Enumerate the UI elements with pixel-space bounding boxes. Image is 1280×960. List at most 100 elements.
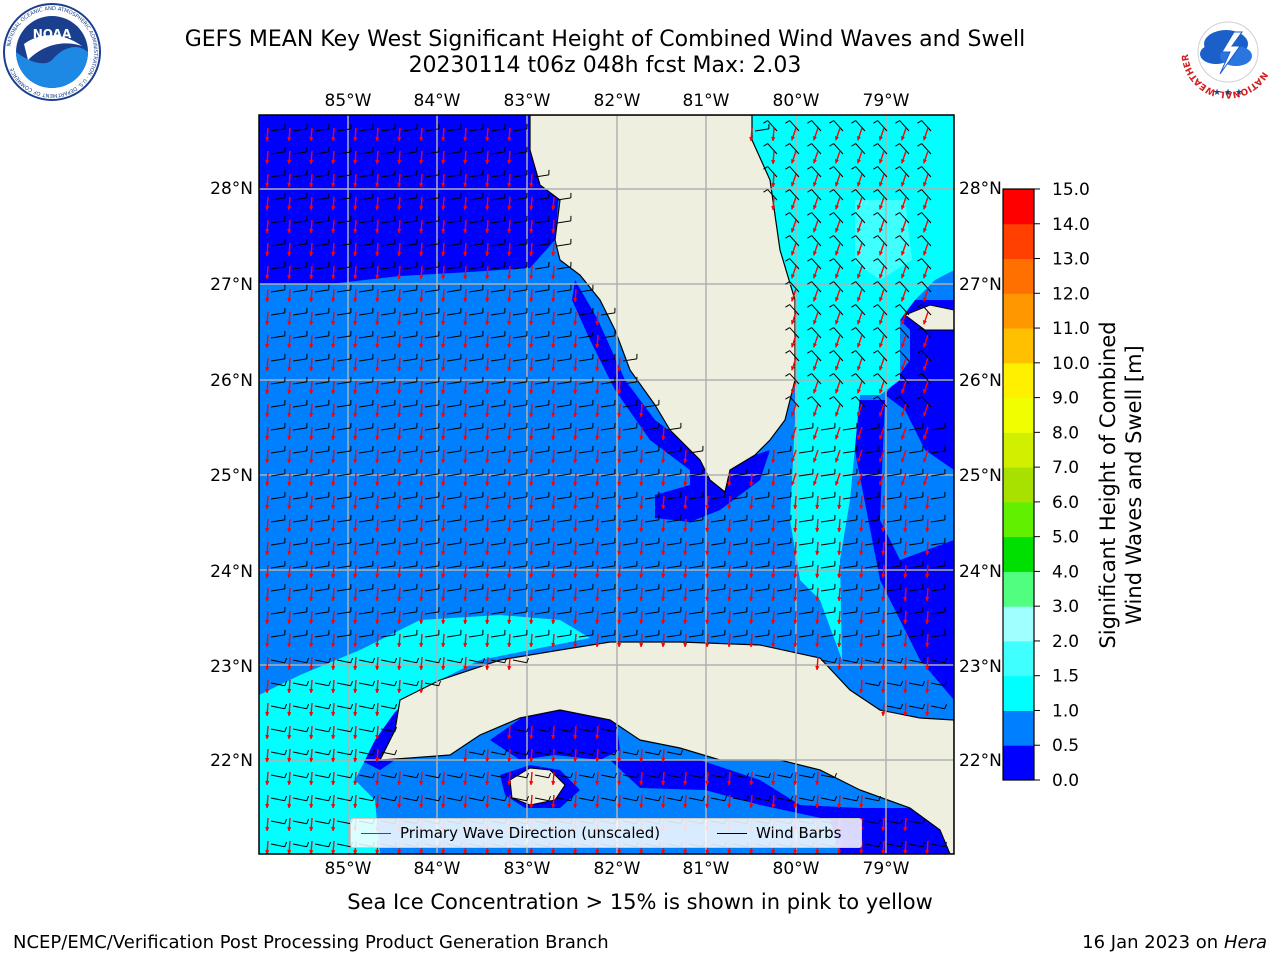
wave-arrow-head: [813, 227, 818, 233]
wind-barb: [314, 751, 329, 756]
wind-barb: [710, 588, 725, 592]
wave-arrow-head: [331, 458, 336, 464]
wave-arrow-head: [573, 412, 578, 418]
wind-barb: [754, 634, 769, 638]
wind-barb-feather: [873, 396, 878, 400]
wind-barb-feather: [917, 304, 922, 308]
wind-barb: [556, 381, 571, 385]
wind-barb-feather: [570, 795, 573, 801]
wind-barb: [877, 212, 888, 224]
wave-arrow-head: [287, 642, 292, 648]
wave-arrow-head: [419, 573, 424, 579]
wave-arrow-head: [771, 481, 776, 487]
wind-barb: [798, 634, 813, 638]
wave-arrow-head: [727, 504, 732, 510]
wave-arrow-head: [507, 389, 512, 395]
wave-arrow-head: [441, 504, 446, 510]
wind-barb: [666, 751, 681, 756]
wind-barb-feather: [394, 772, 397, 778]
wave-arrow-head: [903, 573, 908, 579]
wind-barb: [666, 588, 681, 592]
wind-barb: [732, 588, 747, 592]
wind-barb: [314, 312, 329, 316]
wind-barb: [468, 174, 483, 178]
wind-barb-feather: [834, 657, 837, 663]
wind-barb-feather: [680, 795, 683, 801]
wave-arrow-head: [309, 711, 314, 717]
wave-arrow-head: [923, 388, 928, 394]
wave-arrow-head: [903, 504, 908, 510]
wind-barb: [556, 289, 571, 293]
wind-barb: [820, 774, 835, 779]
colorbar-segment: [1003, 397, 1034, 433]
wave-arrow-head: [441, 159, 446, 165]
wind-barb: [468, 774, 483, 779]
wind-barb-feather: [658, 772, 661, 778]
wind-barb: [534, 519, 549, 523]
wave-arrow-head: [397, 458, 402, 464]
wind-barb-feather: [917, 327, 922, 331]
wave-arrow-head: [331, 481, 336, 487]
wind-barb-feather: [350, 657, 353, 663]
wave-arrow-head: [683, 481, 688, 487]
wind-barb: [710, 774, 725, 779]
wind-barb: [270, 611, 285, 615]
wind-barb-feather: [785, 327, 790, 331]
wind-barb-feather: [460, 795, 463, 801]
wind-barb: [336, 705, 351, 710]
wave-arrow-head: [923, 204, 928, 210]
wave-arrow-head: [353, 228, 358, 234]
lon-label-bottom: 83°W: [504, 859, 551, 879]
wave-arrow-head: [551, 849, 556, 854]
wave-arrow-head: [639, 550, 644, 556]
wind-barb: [292, 682, 307, 687]
wind-barb: [798, 496, 813, 500]
colorbar-tick-label: 5.0: [1052, 528, 1079, 548]
wind-barb-feather: [873, 258, 878, 262]
wave-arrow-head: [463, 251, 468, 257]
wind-barb: [578, 542, 593, 546]
wind-barb-feather: [482, 749, 485, 755]
wave-arrow-head: [397, 297, 402, 303]
wind-barb: [534, 774, 549, 779]
wind-barb: [380, 151, 395, 155]
wave-arrow-head: [617, 435, 622, 441]
wave-arrow-head: [923, 135, 928, 141]
wind-barb: [314, 404, 329, 408]
wave-arrow-head: [375, 619, 380, 625]
wind-barb: [446, 197, 461, 201]
wind-barb-feather: [851, 189, 856, 193]
wind-barb-feather: [614, 726, 617, 732]
wave-arrow-head: [837, 642, 842, 648]
wind-barb: [921, 281, 932, 293]
wind-barb: [622, 588, 637, 592]
wind-barb: [534, 751, 549, 756]
wave-arrow-head: [507, 849, 512, 854]
wave-arrow-head: [353, 481, 358, 487]
wave-arrow-head: [771, 205, 776, 211]
wave-arrow-head: [353, 642, 358, 648]
wind-barb: [446, 266, 461, 270]
wind-barb: [644, 473, 659, 477]
wind-barb-feather: [482, 657, 485, 663]
wind-barb: [358, 611, 373, 615]
wave-arrow-head: [375, 849, 380, 854]
wind-barb: [490, 381, 505, 385]
wind-barb: [314, 197, 329, 201]
wind-barb: [512, 659, 527, 664]
wave-arrow-head: [639, 780, 644, 786]
wave-arrow-head: [375, 136, 380, 142]
wave-arrow-head: [265, 550, 270, 556]
wave-arrow-head: [353, 297, 358, 303]
wind-barb: [292, 174, 307, 178]
wave-arrow-head: [813, 457, 818, 463]
colorbar-segment: [1003, 223, 1034, 260]
wave-arrow-head: [901, 342, 906, 348]
wave-arrow-head: [727, 780, 732, 786]
wind-barb: [490, 797, 505, 802]
wind-barb-feather: [328, 841, 331, 847]
wind-barb-feather: [658, 795, 661, 801]
wave-arrow-head: [265, 320, 270, 326]
wave-arrow-head: [397, 435, 402, 441]
wind-barb: [292, 588, 307, 592]
